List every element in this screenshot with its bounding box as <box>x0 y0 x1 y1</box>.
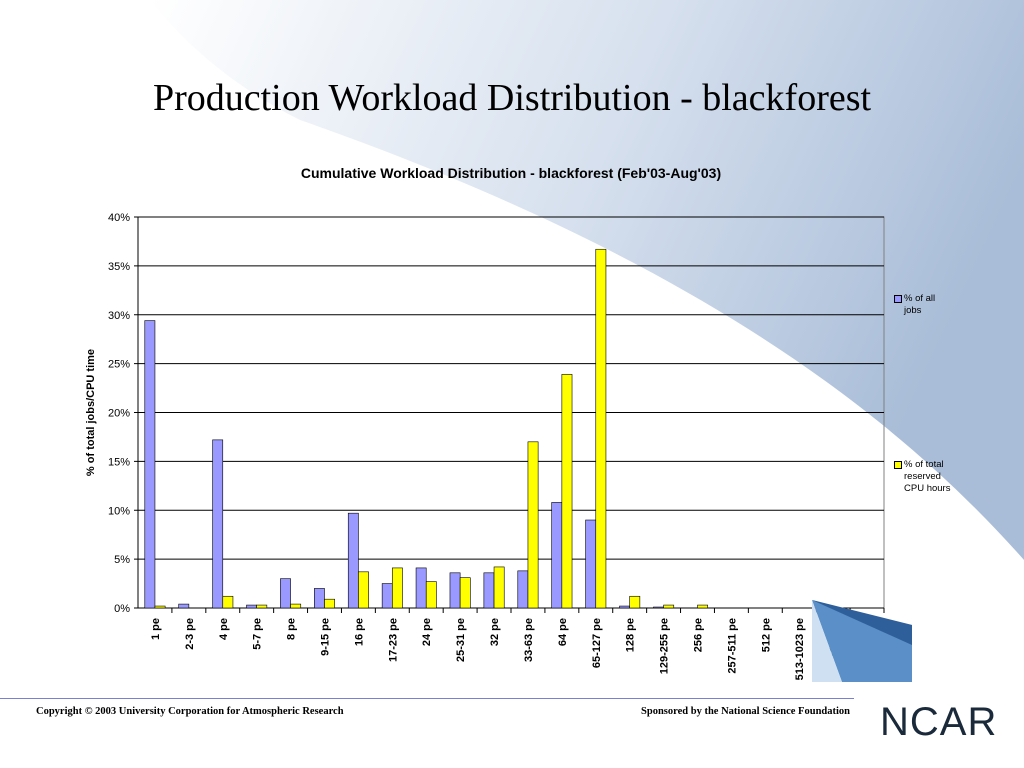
background-swoosh <box>150 0 1024 560</box>
bar-all-jobs <box>212 439 224 609</box>
bar-all-jobs <box>347 512 359 609</box>
legend-swatch-cpu-hours <box>894 461 902 469</box>
bar-all-jobs <box>653 606 664 609</box>
x-tick-label: 25-31 pe <box>455 618 467 662</box>
bar-all-jobs <box>314 588 325 609</box>
x-tick-label: 4 pe <box>218 618 230 640</box>
x-tick-label: 8 pe <box>286 618 298 640</box>
y-tick-label: 0% <box>114 603 130 615</box>
x-tick-label: 64 pe <box>557 618 569 646</box>
bar-cpu-hours <box>425 581 437 609</box>
bar-all-jobs <box>619 605 630 609</box>
bar-cpu-hours <box>358 571 369 609</box>
bar-cpu-hours <box>493 566 505 609</box>
x-tick-label: 65-127 pe <box>591 618 603 668</box>
bar-cpu-hours <box>595 248 607 609</box>
footer-copyright: Copyright © 2003 University Corporation … <box>36 706 344 717</box>
bar-all-jobs <box>449 572 461 609</box>
y-tick-label: 20% <box>108 408 130 420</box>
x-tick-label: 17-23 pe <box>387 618 399 662</box>
y-tick-label: 25% <box>108 359 130 371</box>
x-tick-label: 33-63 pe <box>523 618 535 662</box>
bar-cpu-hours <box>222 595 234 609</box>
bar-all-jobs <box>517 570 529 609</box>
bar-cpu-hours <box>561 374 573 609</box>
legend-label-all-jobs: % of all jobs <box>904 293 936 316</box>
x-tick-label: 513-1023 pe <box>794 618 806 680</box>
x-tick-label: 24 pe <box>421 618 433 646</box>
chart-title: Cumulative Workload Distribution - black… <box>300 165 722 181</box>
y-tick-label: 15% <box>108 456 130 468</box>
x-tick-label: 1 pe <box>150 618 162 640</box>
y-tick-label: 35% <box>108 261 130 273</box>
bar-cpu-hours <box>527 441 539 609</box>
x-tick-label: 9-15 pe <box>320 618 332 656</box>
ncar-dash-graphic <box>812 600 912 682</box>
x-tick-label: 5-7 pe <box>252 618 264 650</box>
legend-swatch-all-jobs <box>894 295 902 303</box>
bar-cpu-hours <box>663 604 675 609</box>
ncar-logo: NCAR <box>880 700 998 744</box>
bar-all-jobs <box>381 583 393 609</box>
x-tick-label: 129-255 pe <box>659 618 671 674</box>
slide-title: Production Workload Distribution - black… <box>152 77 872 119</box>
bar-all-jobs <box>178 603 190 609</box>
bar-all-jobs <box>280 578 291 609</box>
x-tick-label: 16 pe <box>353 618 365 646</box>
bar-cpu-hours <box>290 603 302 609</box>
bar-all-jobs <box>415 567 427 609</box>
bar-all-jobs <box>144 320 156 609</box>
bar-cpu-hours <box>459 577 471 609</box>
bar-cpu-hours <box>629 595 641 609</box>
y-tick-label: 5% <box>114 554 130 566</box>
y-tick-label: 40% <box>108 212 130 224</box>
x-tick-label: 256 pe <box>693 618 705 652</box>
bar-all-jobs <box>246 604 257 609</box>
y-tick-label: 10% <box>108 505 130 517</box>
x-tick-label: 512 pe <box>760 618 772 652</box>
x-tick-label: 32 pe <box>489 618 501 646</box>
bar-cpu-hours <box>324 598 335 609</box>
x-tick-label: 257-511 pe <box>726 618 738 674</box>
bar-cpu-hours <box>697 604 708 609</box>
bar-cpu-hours <box>154 605 166 609</box>
y-axis-label: % of total jobs/CPU time <box>85 349 97 476</box>
x-tick-label: 128 pe <box>625 618 637 652</box>
footer-sponsor: Sponsored by the National Science Founda… <box>641 706 850 717</box>
legend-label-cpu-hours: % of total reserved CPU hours <box>904 459 951 494</box>
y-tick-label: 30% <box>108 310 130 322</box>
bar-chart: 0% 5% 10% 15% 20% 25% 30% 35% 40% % of total jobs… <box>85 212 885 680</box>
bar-cpu-hours <box>256 604 268 609</box>
footer-divider <box>0 698 854 699</box>
bar-all-jobs <box>551 502 563 609</box>
bar-all-jobs <box>483 572 495 609</box>
bar-all-jobs <box>585 519 597 609</box>
bar-cpu-hours <box>392 567 403 609</box>
x-tick-label: 2-3 pe <box>184 618 196 650</box>
